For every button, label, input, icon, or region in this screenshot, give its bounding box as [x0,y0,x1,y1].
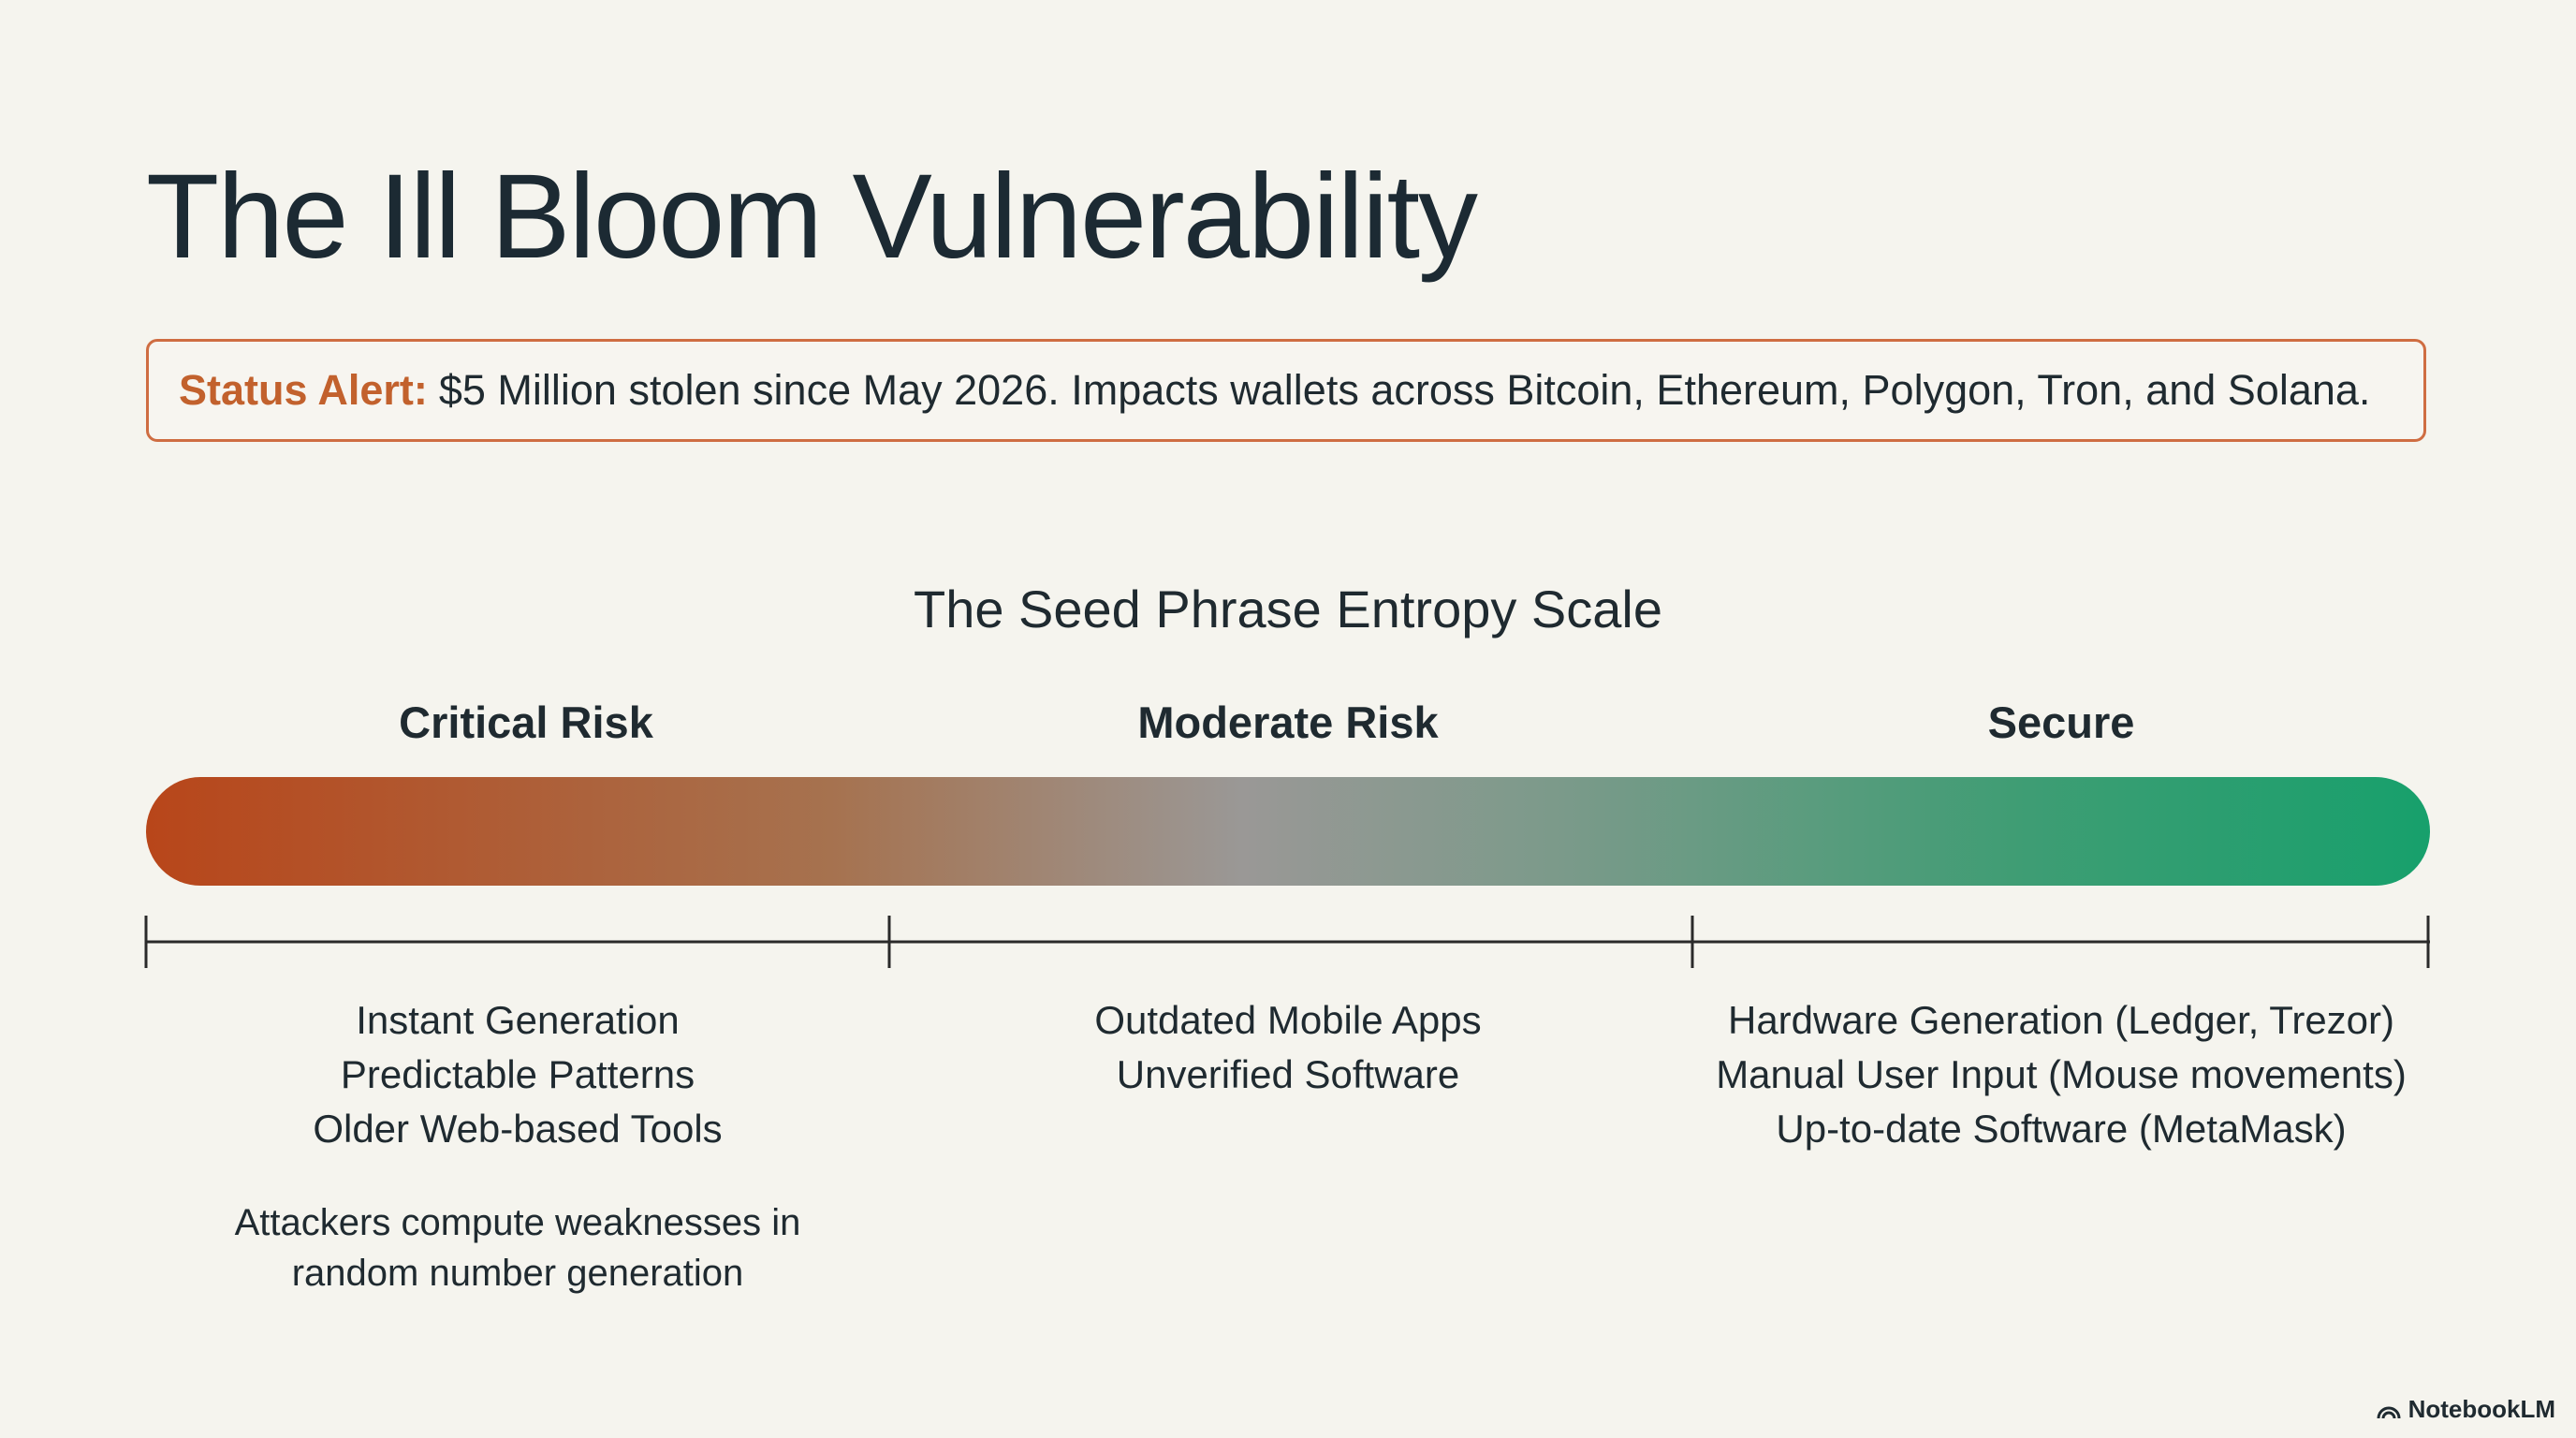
segment-item: Hardware Generation (Ledger, Trezor) [1727,998,2395,1042]
alert-label: Status Alert: [179,366,428,414]
segment-note: Attackers compute weaknesses in random n… [234,1202,801,1294]
gradient-bar [146,777,2430,886]
scale-title: The Seed Phrase Entropy Scale [913,580,1663,638]
segment-label: Critical Risk [399,697,653,747]
title: The Ill Bloom Vulnerability [146,150,1478,284]
segment-item: Predictable Patterns [340,1052,695,1096]
segment-item: Older Web-based Tools [313,1107,723,1151]
segment-label: Secure [1987,697,2135,747]
brand-icon [2377,1406,2401,1418]
segment-item: Up-to-date Software (MetaMask) [1776,1107,2347,1151]
segment-item: Unverified Software [1116,1052,1460,1096]
segment-label: Moderate Risk [1137,697,1439,747]
brand: NotebookLM [2377,1395,2555,1424]
alert-text: $5 Million stolen since May 2026. Impact… [438,366,2371,414]
segment-item: Instant Generation [356,998,680,1042]
brand-name: NotebookLM [2408,1395,2555,1423]
segment-item: Outdated Mobile Apps [1094,998,1482,1042]
segment-item: Manual User Input (Mouse movements) [1716,1052,2407,1096]
status-alert: Status Alert: $5 Million stolen since Ma… [146,339,2426,442]
